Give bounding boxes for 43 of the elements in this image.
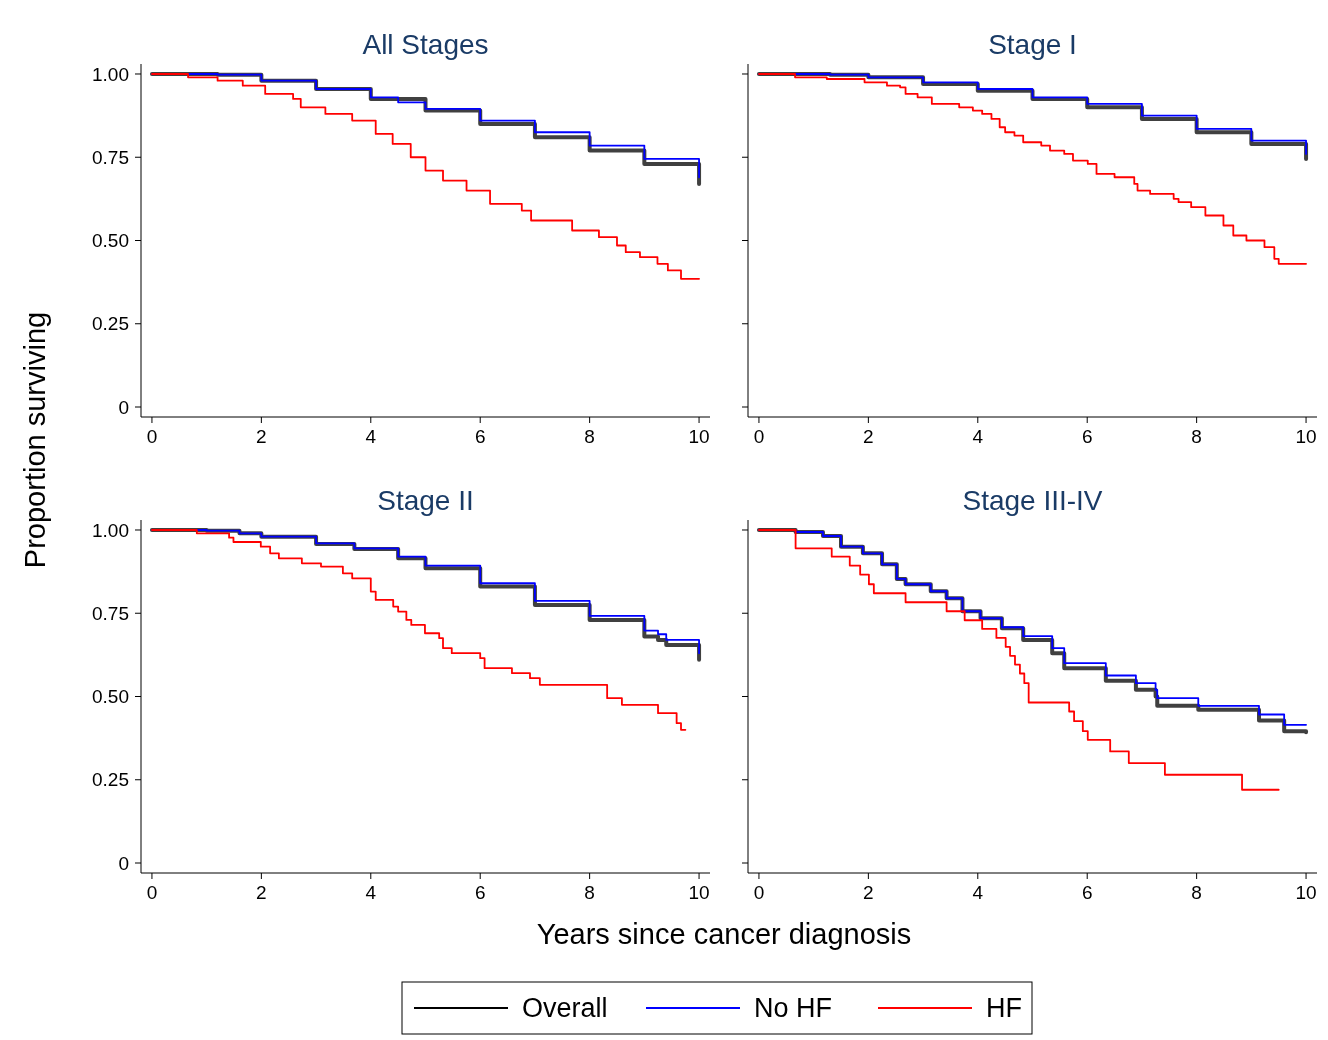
- y-tick-label: 0.75: [92, 602, 129, 624]
- x-tick-label: 10: [688, 882, 710, 903]
- chart-title: Stage III-IV: [962, 485, 1103, 516]
- x-tick-label: 8: [584, 882, 595, 903]
- x-tick-label: 4: [972, 882, 984, 903]
- y-tick-label: 0: [118, 396, 129, 418]
- chart-title: All Stages: [362, 29, 489, 60]
- x-tick-label: 8: [584, 426, 595, 447]
- x-tick-label: 10: [1295, 882, 1317, 903]
- x-tick-label: 0: [146, 882, 158, 903]
- chart-title: Stage I: [988, 29, 1077, 60]
- x-tick-label: 6: [474, 426, 486, 447]
- x-tick-label: 2: [863, 426, 874, 447]
- legend-label: No HF: [754, 993, 833, 1024]
- y-tick-label: 1.00: [92, 519, 129, 541]
- y-tick-label: 0.25: [92, 769, 129, 791]
- x-tick-label: 8: [1191, 426, 1202, 447]
- y-tick-label: 0.25: [92, 313, 129, 335]
- y-tick-label: 0.50: [92, 230, 129, 252]
- legend-label: Overall: [522, 993, 608, 1024]
- x-tick-label: 2: [863, 882, 874, 903]
- y-tick-label: 0.50: [92, 686, 129, 708]
- x-tick-label: 8: [1191, 882, 1202, 903]
- x-tick-label: 10: [688, 426, 710, 447]
- x-tick-label: 6: [1081, 426, 1093, 447]
- x-tick-label: 4: [365, 426, 377, 447]
- chart-title: Stage II: [377, 485, 474, 516]
- x-tick-label: 4: [972, 426, 984, 447]
- x-tick-label: 6: [1081, 882, 1093, 903]
- x-tick-label: 0: [753, 882, 765, 903]
- x-tick-label: 4: [365, 882, 377, 903]
- x-tick-label: 0: [753, 426, 765, 447]
- x-tick-label: 2: [256, 426, 267, 447]
- x-tick-label: 0: [146, 426, 158, 447]
- y-axis-title: Proportion surviving: [19, 311, 51, 569]
- x-axis-title: Years since cancer diagnosis: [536, 918, 912, 950]
- x-tick-label: 2: [256, 882, 267, 903]
- x-tick-label: 10: [1295, 426, 1317, 447]
- legend-label: HF: [986, 993, 1022, 1024]
- y-tick-label: 0.75: [92, 146, 129, 168]
- y-tick-label: 0: [118, 852, 129, 874]
- x-tick-label: 6: [474, 882, 486, 903]
- y-tick-label: 1.00: [92, 63, 129, 85]
